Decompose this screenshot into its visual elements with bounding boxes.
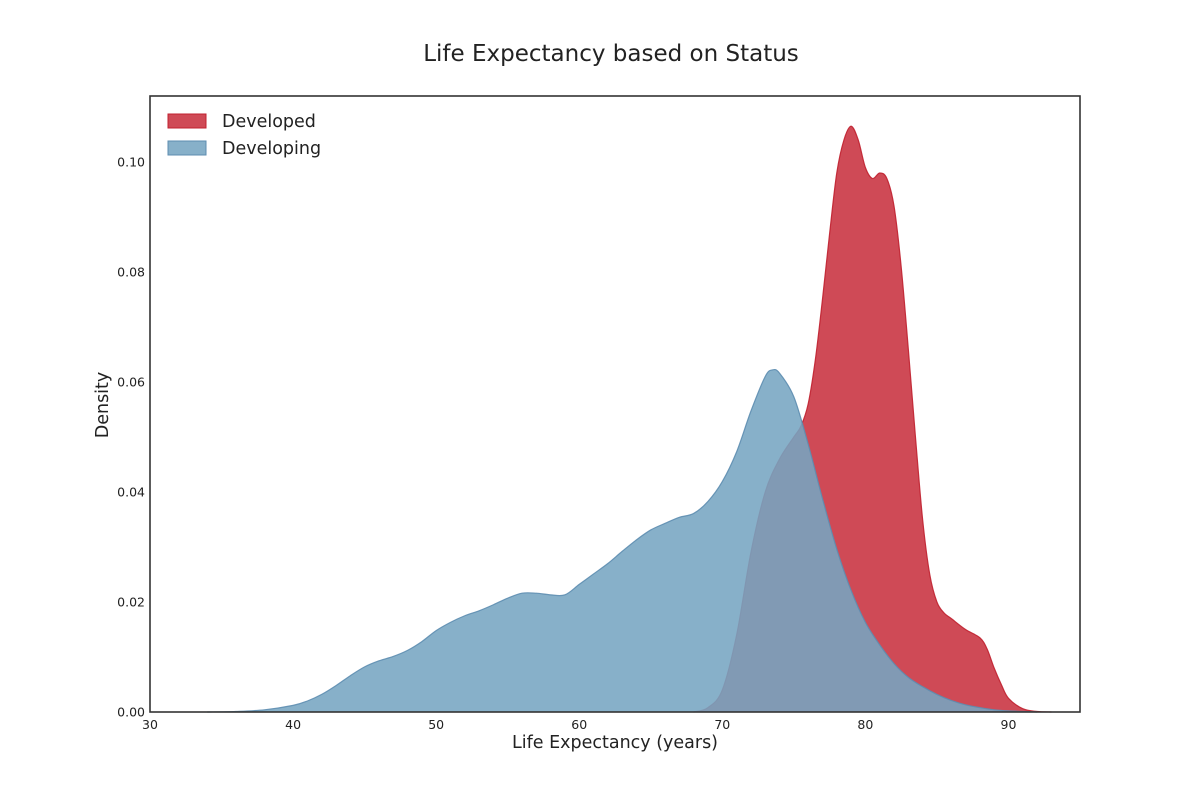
legend-label-developed: Developed	[222, 112, 316, 132]
y-tick-label: 0.02	[117, 595, 145, 610]
y-tick-label: 0.00	[117, 705, 145, 720]
y-axis-ticks: 0.00 0.02 0.04 0.06 0.08 0.10	[117, 155, 145, 720]
y-axis-label: Density	[93, 372, 113, 439]
legend-swatch-developed	[167, 113, 207, 129]
x-tick-label: 30	[142, 717, 158, 732]
x-tick-label: 80	[857, 717, 873, 732]
y-tick-label: 0.06	[117, 375, 145, 390]
series-layer	[207, 125, 1052, 713]
plot-frame	[149, 95, 1081, 713]
x-tick-label: 70	[714, 717, 730, 732]
y-tick-label: 0.10	[117, 155, 145, 170]
x-tick-label: 90	[1001, 717, 1017, 732]
x-tick-label: 40	[285, 717, 301, 732]
x-tick-label: 50	[428, 717, 444, 732]
legend-item-developing[interactable]: Developing	[167, 139, 321, 159]
legend[interactable]: Developed Developing	[167, 112, 321, 159]
density-area-developing	[207, 369, 1038, 712]
legend-item-developed[interactable]: Developed	[167, 112, 316, 132]
y-tick-label: 0.08	[117, 265, 145, 280]
density-line-developing	[207, 368, 1038, 713]
x-tick-label: 60	[571, 717, 587, 732]
chart-title: Life Expectancy based on Status	[423, 41, 799, 67]
y-tick-label: 0.04	[117, 485, 145, 500]
legend-swatch-developing	[167, 140, 207, 156]
x-axis-ticks: 30 40 50 60 70 80 90	[142, 717, 1016, 732]
x-axis-label: Life Expectancy (years)	[512, 733, 718, 753]
legend-label-developing: Developing	[222, 139, 321, 159]
